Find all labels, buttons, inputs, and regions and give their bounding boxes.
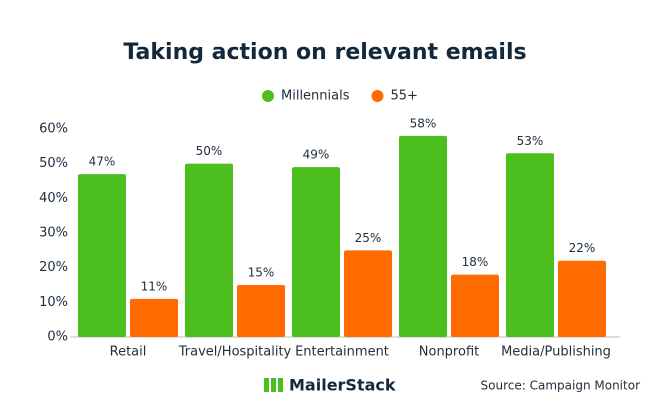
bar (399, 135, 447, 337)
source-note: Source: Campaign Monitor (481, 379, 641, 393)
x-tick-label: Travel/Hospitality (178, 345, 292, 360)
y-tick-label: 40% (39, 191, 68, 206)
legend-label: 55+ (391, 89, 418, 104)
bar (78, 174, 126, 337)
x-tick-label: Media/Publishing (501, 345, 611, 360)
x-tick-label: Entertainment (295, 345, 389, 360)
chart-title: Taking action on relevant emails (123, 40, 526, 65)
value-label: 58% (410, 116, 437, 130)
y-tick-label: 60% (39, 122, 68, 137)
bar (344, 250, 392, 337)
value-label: 50% (196, 144, 223, 158)
value-label: 11% (141, 279, 168, 293)
bar (558, 260, 606, 337)
brand-logo (264, 378, 283, 392)
value-label: 18% (462, 255, 489, 269)
value-label: 25% (355, 231, 382, 245)
x-tick-label: Nonprofit (419, 345, 479, 360)
value-label: 47% (89, 155, 116, 169)
y-tick-label: 50% (39, 156, 68, 171)
x-tick-label: Retail (110, 345, 147, 360)
value-label: 15% (248, 266, 275, 280)
legend-swatch (262, 90, 274, 102)
bar (292, 167, 340, 337)
bar (451, 274, 499, 337)
bar (185, 163, 233, 337)
y-tick-label: 30% (39, 226, 68, 241)
legend-swatch (371, 90, 384, 102)
value-label: 22% (569, 241, 596, 255)
brand-name: MailerStack (289, 376, 396, 395)
value-label: 53% (517, 134, 544, 148)
y-tick-label: 20% (39, 260, 68, 275)
legend-label: Millennials (281, 89, 350, 104)
value-label: 49% (303, 148, 330, 162)
bar (237, 285, 285, 337)
bar (130, 298, 178, 337)
bar (506, 153, 554, 337)
y-tick-label: 0% (47, 330, 68, 345)
y-tick-label: 10% (39, 295, 68, 310)
